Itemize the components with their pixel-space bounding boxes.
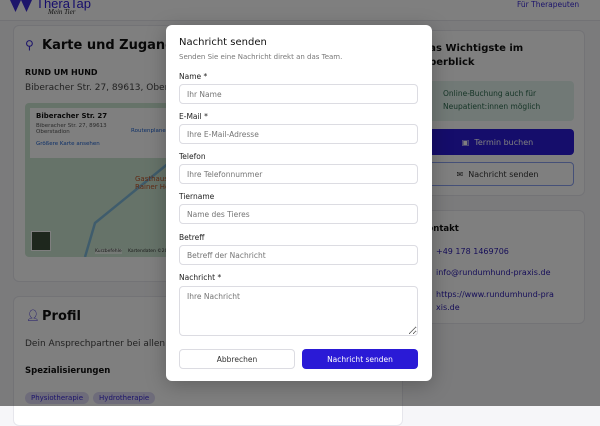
email-input[interactable] [179,124,418,144]
submit-button[interactable]: Nachricht senden [302,349,418,369]
phone-label: Telefon [179,152,206,161]
message-modal: Nachricht senden Senden Sie eine Nachric… [166,25,432,381]
name-input[interactable] [179,84,418,104]
subject-label: Betreff [179,233,205,242]
modal-subtitle: Senden Sie eine Nachricht direkt an das … [179,53,343,61]
message-label: Nachricht * [179,273,222,282]
name-label: Name * [179,72,208,81]
pet-name-input[interactable] [179,204,418,224]
pet-name-label: Tiername [179,192,215,201]
cancel-button[interactable]: Abbrechen [179,349,295,369]
phone-input[interactable] [179,164,418,184]
subject-input[interactable] [179,245,418,265]
modal-title: Nachricht senden [179,37,267,48]
message-textarea[interactable] [179,286,418,336]
email-label: E-Mail * [179,112,208,121]
